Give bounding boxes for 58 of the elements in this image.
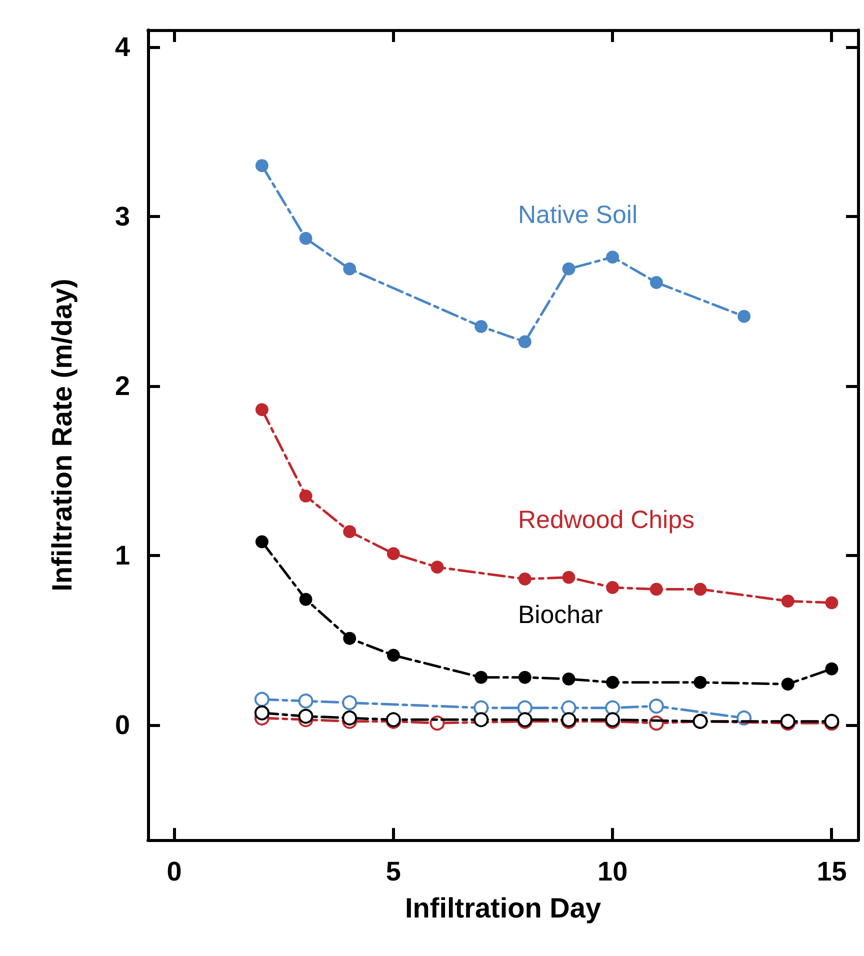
point (562, 570, 576, 584)
point (650, 582, 663, 596)
point (299, 592, 312, 606)
series-label: Redwood Chips (518, 506, 694, 534)
point (517, 700, 532, 716)
point (518, 335, 532, 348)
y-tick-label: 1 (114, 540, 130, 570)
y-axis-title: Infiltration Rate (m/day) (46, 278, 78, 592)
point (255, 159, 268, 172)
point (648, 698, 664, 714)
point (606, 581, 620, 594)
point (781, 594, 794, 608)
point (342, 695, 358, 710)
point (606, 250, 620, 264)
series-label: Native Soil (518, 201, 638, 229)
point (343, 632, 356, 645)
y-tick-label: 2 (114, 370, 130, 401)
point (738, 310, 751, 323)
x-axis-title: Infiltration Day (404, 892, 602, 924)
point (298, 708, 314, 724)
point (474, 712, 489, 728)
point (694, 676, 707, 689)
y-tick-label: 3 (114, 201, 130, 232)
y-tick-label: 4 (114, 32, 130, 62)
point (781, 678, 794, 691)
point (255, 403, 268, 416)
point (254, 705, 270, 720)
point (561, 700, 576, 716)
point (343, 525, 356, 538)
point (562, 262, 576, 276)
series-label: Biochar (518, 601, 603, 629)
point (474, 670, 488, 684)
point (518, 670, 532, 684)
point (825, 662, 838, 676)
point (299, 490, 312, 502)
x-tick-label: 15 (816, 856, 847, 886)
point (650, 276, 663, 289)
point (254, 692, 270, 707)
point (386, 547, 400, 560)
point (343, 262, 356, 276)
point (694, 582, 707, 596)
point (342, 710, 358, 726)
point (518, 572, 532, 586)
point (474, 320, 488, 334)
x-tick-label: 0 (166, 856, 182, 886)
x-tick-label: 5 (386, 856, 401, 886)
x-tick-label: 10 (598, 856, 628, 886)
point (298, 694, 314, 709)
y-tick-label: 0 (114, 710, 130, 740)
point (562, 672, 576, 686)
point (606, 676, 620, 689)
point (430, 560, 444, 574)
point (386, 648, 400, 662)
point (605, 700, 620, 716)
point (474, 700, 489, 716)
point (825, 596, 838, 610)
point (299, 232, 312, 245)
point (255, 535, 268, 548)
